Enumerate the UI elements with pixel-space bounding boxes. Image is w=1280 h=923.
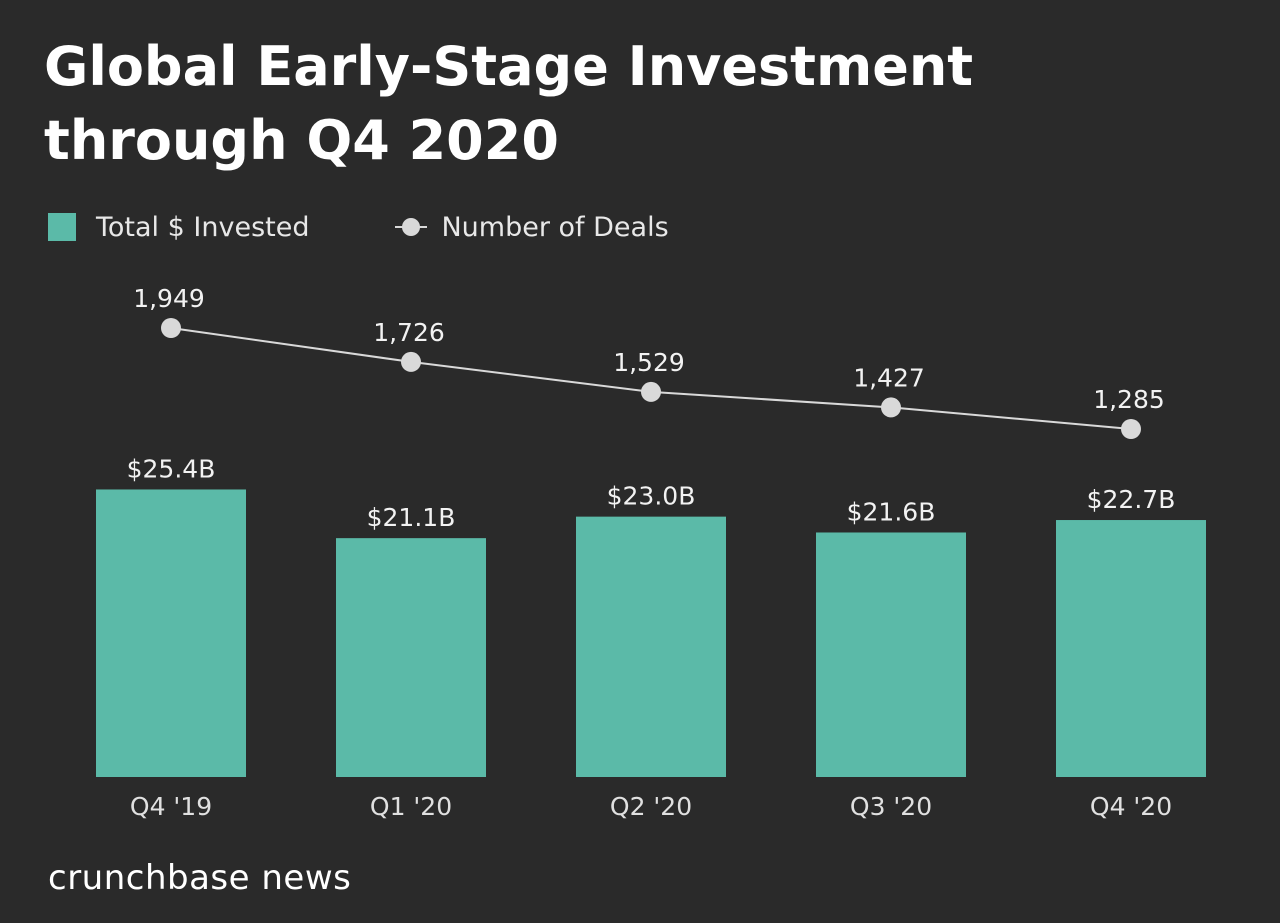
deals-point-5	[1121, 419, 1141, 439]
x-tick-label-4: Q3 '20	[850, 792, 932, 821]
deals-value-label-2: 1,726	[373, 318, 445, 347]
chart-title: Global Early-Stage Investment through Q4…	[44, 35, 974, 172]
x-tick-label-1: Q4 '19	[130, 792, 212, 821]
bar-value-label-4: $21.6B	[847, 497, 936, 526]
deals-value-label-1: 1,949	[133, 284, 205, 313]
legend-item-invested: Total $ Invested	[48, 212, 309, 243]
deals-point-1	[161, 318, 181, 338]
deals-line	[170, 327, 1132, 430]
bar-value-label-5: $22.7B	[1087, 485, 1176, 514]
legend-label-deals: Number of Deals	[441, 211, 669, 243]
deals-point-4	[881, 397, 901, 418]
bar-5	[1056, 520, 1206, 777]
bar-4	[816, 532, 966, 777]
bar-2	[336, 538, 486, 777]
deals-value-label-4: 1,427	[853, 363, 925, 392]
legend-marker-line	[395, 213, 435, 241]
legend-swatch-bar	[48, 213, 76, 241]
deals-value-label-3: 1,529	[613, 348, 685, 377]
x-tick-label-5: Q4 '20	[1090, 792, 1172, 821]
legend-item-deals: Number of Deals	[309, 211, 669, 243]
legend: Total $ Invested Number of Deals	[48, 207, 669, 247]
bar-value-label-3: $23.0B	[607, 482, 696, 511]
bar-1	[96, 489, 246, 777]
x-tick-label-3: Q2 '20	[610, 792, 692, 821]
deals-point-2	[401, 351, 421, 372]
deals-value-label-5: 1,285	[1093, 385, 1165, 414]
x-tick-label-2: Q1 '20	[370, 792, 452, 821]
bar-value-label-1: $25.4B	[127, 454, 216, 483]
deals-point-3	[641, 381, 661, 402]
bar-3	[576, 516, 726, 777]
bar-value-label-2: $21.1B	[367, 503, 456, 532]
legend-label-invested: Total $ Invested	[96, 211, 310, 243]
brand-logo: crunchbase news	[48, 858, 352, 898]
